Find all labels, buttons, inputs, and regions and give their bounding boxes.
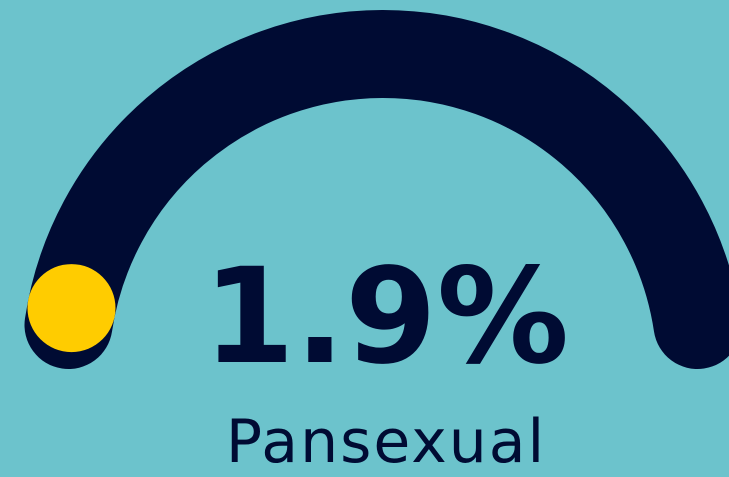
category-label: Pansexual (226, 407, 546, 477)
value-label: 1.9% (203, 240, 569, 394)
gauge (24, 10, 729, 369)
gauge-marker (27, 264, 116, 353)
gauge-track (24, 10, 729, 369)
